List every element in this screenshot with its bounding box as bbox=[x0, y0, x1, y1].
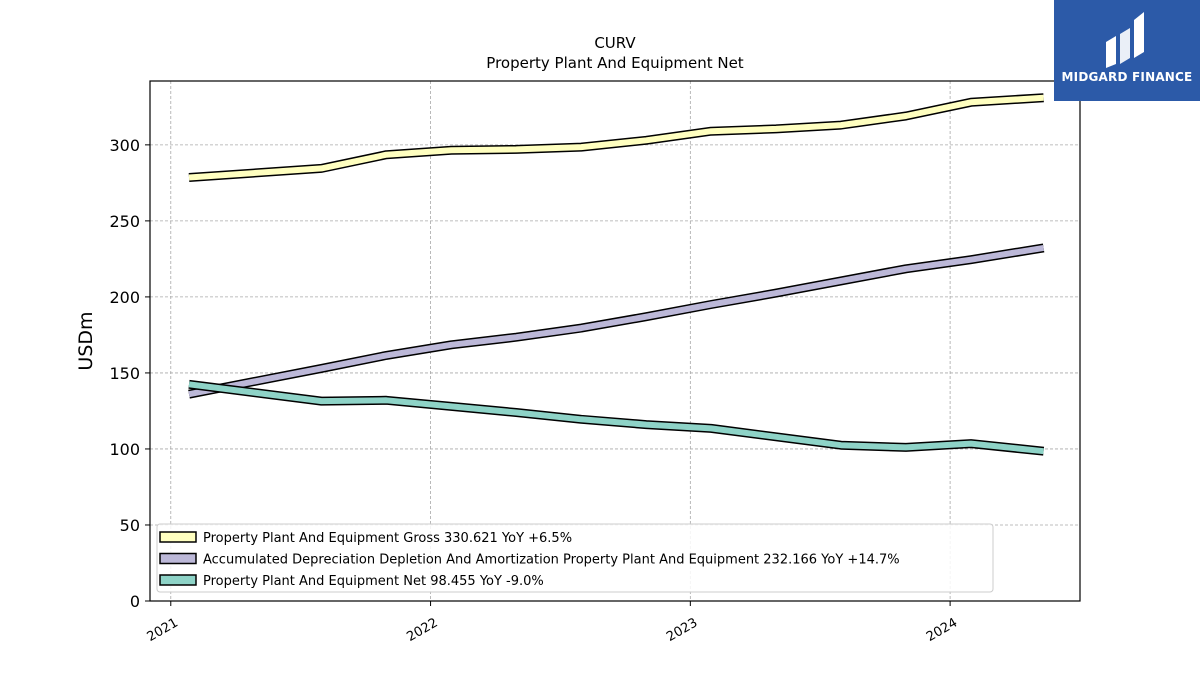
legend-box bbox=[156, 523, 994, 593]
series-line-outline bbox=[188, 379, 1045, 456]
y-axis-label: USDm bbox=[75, 311, 97, 370]
series-line bbox=[188, 244, 1045, 398]
x-tick-label: 2022 bbox=[404, 615, 440, 645]
legend-swatch bbox=[159, 574, 197, 586]
y-tick-label: 50 bbox=[120, 516, 140, 535]
y-tick-label: 250 bbox=[109, 212, 140, 231]
brand-mark-icon bbox=[1106, 12, 1144, 68]
series-group bbox=[188, 93, 1045, 456]
y-tick-label: 200 bbox=[109, 288, 140, 307]
y-tick-label: 100 bbox=[109, 440, 140, 459]
legend-entry: Property Plant And Equipment Net 98.455 … bbox=[203, 574, 544, 589]
legend-swatch bbox=[159, 531, 197, 543]
series-line bbox=[188, 381, 1044, 455]
chart-subtitle: Property Plant And Equipment Net bbox=[486, 54, 743, 72]
legend: Property Plant And Equipment Gross 330.6… bbox=[156, 523, 994, 593]
y-tick-label: 300 bbox=[109, 136, 140, 155]
series-line bbox=[188, 94, 1044, 181]
brand-logo: MIDGARD FINANCE bbox=[1054, 0, 1200, 101]
y-tick-label: 150 bbox=[109, 364, 140, 383]
grid bbox=[150, 81, 1080, 602]
legend-entry: Accumulated Depreciation Depletion And A… bbox=[203, 553, 900, 568]
legend-swatch bbox=[159, 552, 197, 565]
x-tick-label: 2021 bbox=[145, 615, 181, 645]
chart-title: CURV bbox=[594, 34, 636, 52]
x-tick-label: 2023 bbox=[664, 615, 700, 645]
legend-entry: Property Plant And Equipment Gross 330.6… bbox=[203, 531, 572, 546]
series-line-outline bbox=[188, 93, 1044, 182]
x-tick-label: 2024 bbox=[924, 615, 960, 645]
y-tick-label: 0 bbox=[130, 592, 140, 611]
brand-name: MIDGARD FINANCE bbox=[1061, 70, 1193, 84]
plot-frame bbox=[149, 80, 1081, 602]
